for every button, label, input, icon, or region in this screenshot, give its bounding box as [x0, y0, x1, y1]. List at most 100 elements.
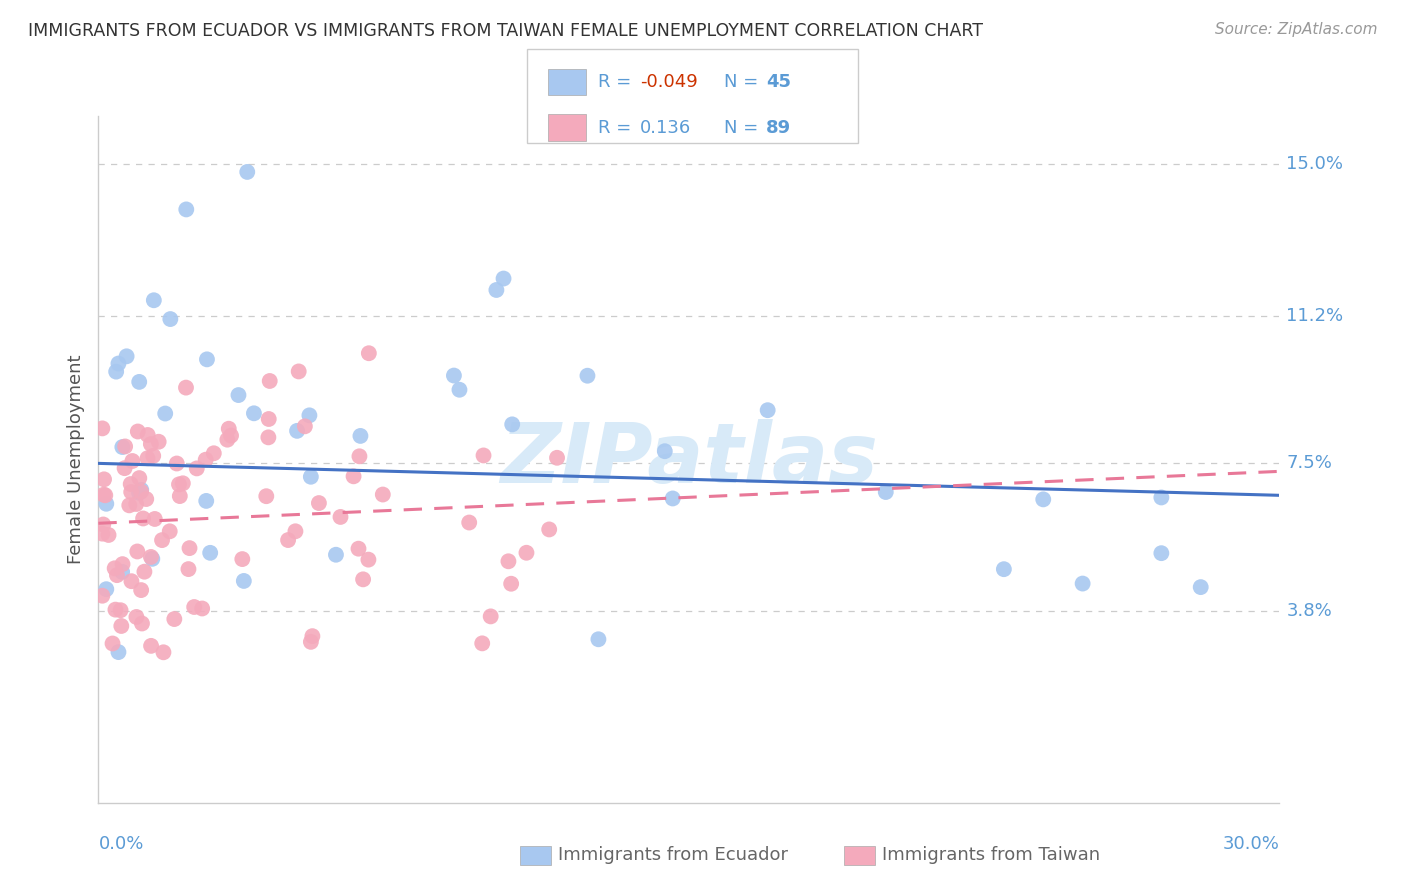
Point [107, 645, 129, 659]
Point [177, 562, 200, 576]
Point [1032, 492, 1054, 507]
Point [111, 557, 134, 571]
Text: R =: R = [598, 119, 637, 136]
Text: -0.049: -0.049 [640, 73, 697, 91]
Point [347, 541, 370, 556]
Y-axis label: Female Unemployment: Female Unemployment [66, 355, 84, 564]
Point [198, 546, 221, 560]
Point [1189, 580, 1212, 594]
Point [485, 283, 508, 297]
Point [174, 202, 197, 217]
Text: 7.5%: 7.5% [1286, 454, 1333, 473]
Point [127, 425, 149, 439]
Point [875, 485, 897, 500]
Point [139, 437, 162, 451]
Point [120, 574, 142, 589]
Text: 30.0%: 30.0% [1223, 835, 1279, 853]
Point [105, 568, 128, 582]
Point [501, 417, 523, 432]
Point [371, 487, 394, 501]
Point [120, 477, 142, 491]
Point [128, 471, 150, 485]
Point [96, 582, 118, 597]
Point [588, 632, 610, 647]
Point [195, 494, 218, 508]
Text: IMMIGRANTS FROM ECUADOR VS IMMIGRANTS FROM TAIWAN FEMALE UNEMPLOYMENT CORRELATIO: IMMIGRANTS FROM ECUADOR VS IMMIGRANTS FR… [28, 22, 983, 40]
Point [349, 429, 371, 443]
Point [129, 583, 152, 598]
Text: 45: 45 [766, 73, 792, 91]
Point [132, 511, 155, 525]
Point [325, 548, 347, 562]
Point [174, 381, 197, 395]
Text: 0.136: 0.136 [640, 119, 690, 136]
Point [134, 565, 156, 579]
Point [121, 454, 143, 468]
Point [472, 449, 495, 463]
Point [254, 489, 277, 503]
Point [93, 488, 115, 502]
Point [143, 512, 166, 526]
Point [96, 497, 118, 511]
Point [125, 497, 148, 511]
Point [352, 572, 374, 586]
Point [443, 368, 465, 383]
Point [217, 433, 239, 447]
Point [105, 365, 128, 379]
Point [299, 635, 322, 649]
Point [257, 412, 280, 426]
Point [285, 424, 308, 438]
Point [298, 409, 321, 423]
Point [186, 461, 208, 475]
Point [449, 383, 471, 397]
Point [111, 565, 134, 579]
Point [135, 491, 157, 506]
Point [183, 600, 205, 615]
Point [357, 552, 380, 566]
Point [104, 561, 127, 575]
Point [228, 388, 250, 402]
Point [458, 516, 481, 530]
Point [172, 476, 194, 491]
Point [1071, 576, 1094, 591]
Point [243, 406, 266, 420]
Point [993, 562, 1015, 576]
Point [115, 349, 138, 363]
Point [191, 601, 214, 615]
Point [538, 523, 561, 537]
Point [141, 551, 163, 566]
Point [329, 510, 352, 524]
Point [287, 364, 309, 378]
Point [231, 552, 253, 566]
Point [166, 457, 188, 471]
Text: 11.2%: 11.2% [1286, 307, 1344, 325]
Point [93, 472, 115, 486]
Point [152, 645, 174, 659]
Text: R =: R = [598, 73, 637, 91]
Point [91, 421, 114, 435]
Point [97, 528, 120, 542]
Point [259, 374, 281, 388]
Text: 15.0%: 15.0% [1286, 155, 1344, 173]
Point [163, 612, 186, 626]
Point [167, 477, 190, 491]
Point [284, 524, 307, 539]
Point [236, 165, 259, 179]
Point [114, 461, 136, 475]
Point [148, 434, 170, 449]
Point [277, 533, 299, 547]
Text: Immigrants from Ecuador: Immigrants from Ecuador [558, 847, 789, 864]
Point [142, 293, 165, 308]
Point [131, 616, 153, 631]
Point [169, 489, 191, 503]
Text: 0.0%: 0.0% [98, 835, 143, 853]
Point [1150, 546, 1173, 560]
Point [299, 469, 322, 483]
Point [219, 428, 242, 442]
Point [471, 636, 494, 650]
Point [194, 452, 217, 467]
Point [179, 541, 201, 555]
Point [139, 639, 162, 653]
Point [129, 483, 152, 497]
Point [111, 440, 134, 454]
